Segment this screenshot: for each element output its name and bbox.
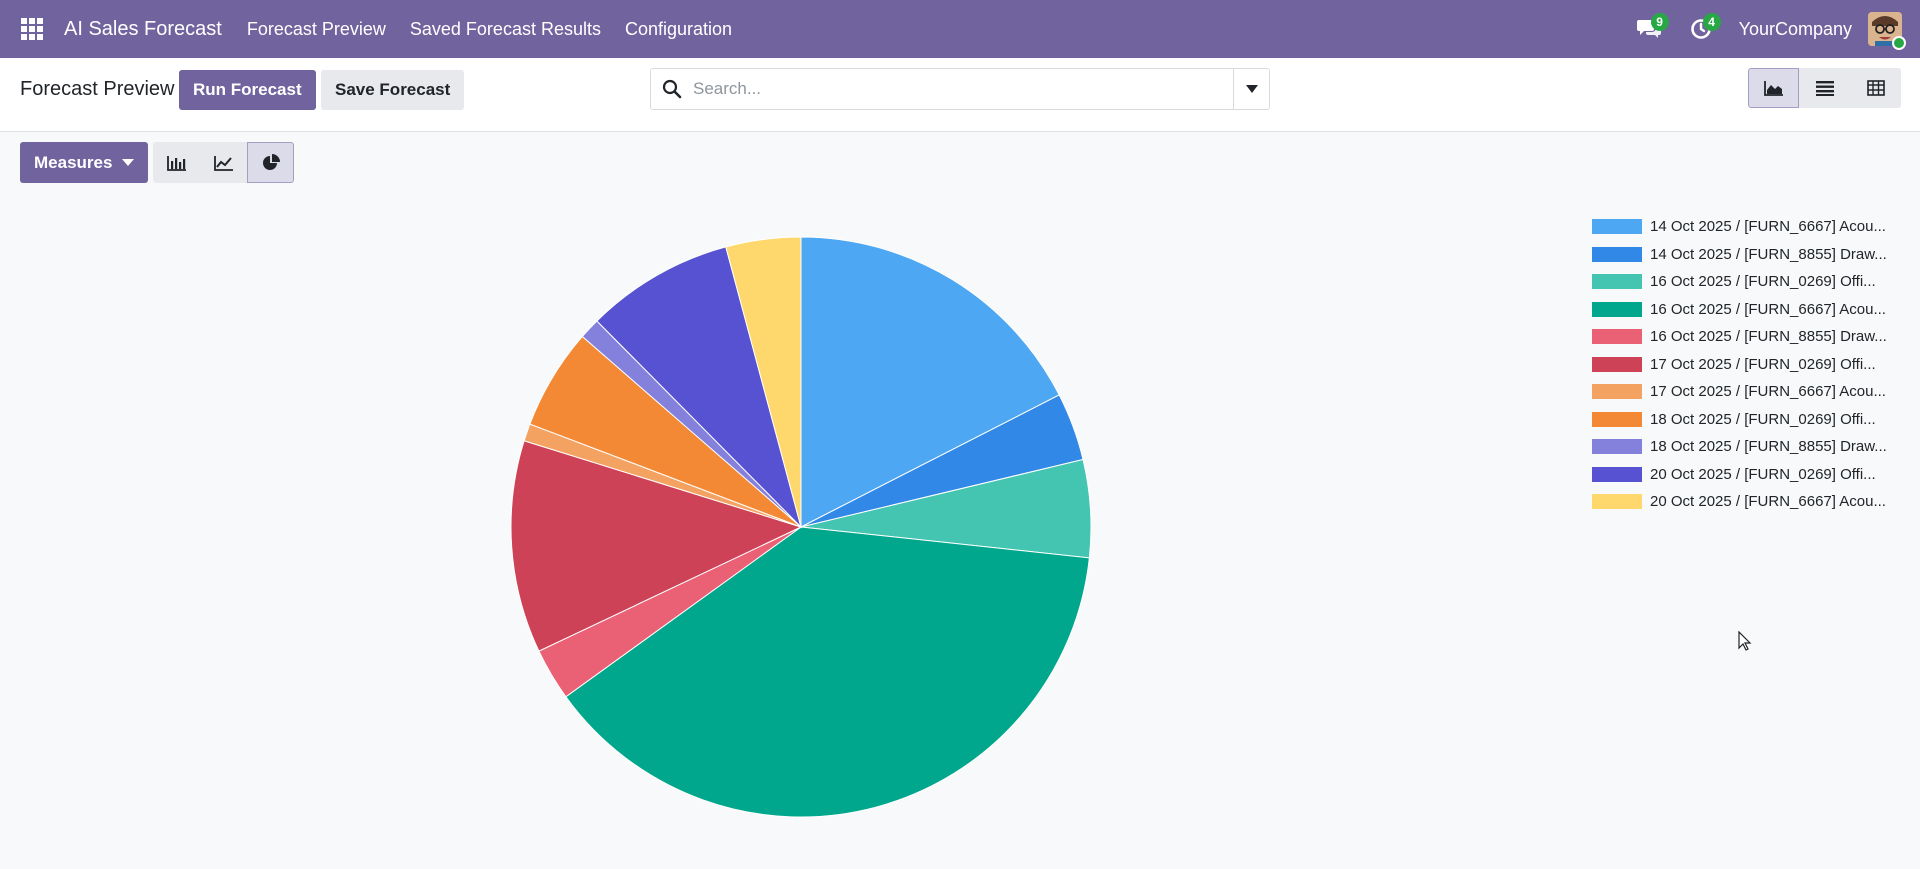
legend-item[interactable]: 17 Oct 2025 / [FURN_6667] Acou...	[1592, 378, 1887, 406]
legend-label: 17 Oct 2025 / [FURN_0269] Offi...	[1650, 355, 1876, 373]
legend-swatch	[1592, 494, 1642, 510]
legend-label: 14 Oct 2025 / [FURN_8855] Draw...	[1650, 245, 1887, 263]
messages-count-badge: 9	[1650, 13, 1669, 31]
save-forecast-button[interactable]: Save Forecast	[321, 70, 465, 110]
run-forecast-button[interactable]: Run Forecast	[179, 70, 316, 110]
area-chart-icon	[1763, 81, 1783, 96]
legend-label: 18 Oct 2025 / [FURN_8855] Draw...	[1650, 438, 1887, 456]
legend-label: 16 Oct 2025 / [FURN_8855] Draw...	[1650, 328, 1887, 346]
pie-slice[interactable]	[596, 246, 802, 529]
chart-legend: 14 Oct 2025 / [FURN_6667] Acou... 14 Oct …	[1592, 213, 1887, 516]
table-icon	[1866, 80, 1885, 96]
caret-down-icon	[122, 159, 135, 166]
graph-view-button[interactable]	[1748, 68, 1799, 108]
line-chart-icon	[214, 155, 233, 171]
activities-button[interactable]: 4	[1681, 0, 1721, 58]
bar-chart-icon	[167, 155, 186, 171]
graph-toolbar: Measures	[20, 142, 295, 183]
control-panel: Forecast Preview Run Forecast Save Forec…	[0, 58, 1920, 132]
legend-label: 17 Oct 2025 / [FURN_6667] Acou...	[1650, 383, 1886, 401]
legend-swatch	[1592, 329, 1642, 345]
pie-slice[interactable]	[725, 236, 802, 528]
legend-item[interactable]: 14 Oct 2025 / [FURN_6667] Acou...	[1592, 213, 1887, 241]
pie-chart-icon	[262, 153, 280, 170]
legend-label: 20 Oct 2025 / [FURN_6667] Acou...	[1650, 493, 1886, 511]
legend-swatch	[1592, 439, 1642, 455]
legend-item[interactable]: 16 Oct 2025 / [FURN_8855] Draw...	[1592, 323, 1887, 351]
legend-item[interactable]: 20 Oct 2025 / [FURN_6667] Acou...	[1592, 488, 1887, 516]
legend-item[interactable]: 14 Oct 2025 / [FURN_8855] Draw...	[1592, 241, 1887, 269]
legend-swatch	[1592, 219, 1642, 235]
mouse-cursor-icon	[1738, 631, 1752, 651]
legend-label: 16 Oct 2025 / [FURN_6667] Acou...	[1650, 300, 1886, 318]
apps-grid-icon	[21, 18, 43, 40]
view-switcher	[1748, 68, 1901, 108]
legend-label: 14 Oct 2025 / [FURN_6667] Acou...	[1650, 218, 1886, 236]
apps-menu-button[interactable]	[0, 0, 64, 58]
list-icon	[1815, 81, 1834, 96]
legend-item[interactable]: 18 Oct 2025 / [FURN_8855] Draw...	[1592, 433, 1887, 461]
activities-count-badge: 4	[1702, 13, 1721, 31]
legend-item[interactable]: 17 Oct 2025 / [FURN_0269] Offi...	[1592, 351, 1887, 379]
legend-swatch	[1592, 384, 1642, 400]
legend-swatch	[1592, 466, 1642, 482]
messages-button[interactable]: 9	[1629, 0, 1669, 58]
search-input[interactable]	[693, 70, 1233, 108]
line-chart-mode-button[interactable]	[200, 142, 248, 183]
app-name[interactable]: AI Sales Forecast	[64, 17, 222, 40]
list-view-button[interactable]	[1799, 68, 1850, 108]
menu-saved-forecast-results[interactable]: Saved Forecast Results	[409, 18, 601, 39]
measures-dropdown-button[interactable]: Measures	[20, 142, 149, 183]
measures-label: Measures	[34, 152, 113, 172]
legend-item[interactable]: 18 Oct 2025 / [FURN_0269] Offi...	[1592, 406, 1887, 434]
search-options-toggle[interactable]	[1233, 69, 1269, 109]
menu-forecast-preview[interactable]: Forecast Preview	[246, 18, 386, 39]
legend-swatch	[1592, 411, 1642, 427]
pie-slice[interactable]	[565, 526, 1090, 818]
legend-label: 20 Oct 2025 / [FURN_0269] Offi...	[1650, 465, 1876, 483]
company-switcher[interactable]: YourCompany	[1738, 18, 1852, 39]
online-status-icon	[1892, 36, 1906, 50]
user-avatar[interactable]	[1868, 12, 1906, 50]
legend-item[interactable]: 16 Oct 2025 / [FURN_6667] Acou...	[1592, 296, 1887, 324]
legend-label: 16 Oct 2025 / [FURN_0269] Offi...	[1650, 273, 1876, 291]
top-navbar: AI Sales Forecast Forecast Preview Saved…	[0, 0, 1920, 58]
pie-chart	[510, 236, 1092, 818]
menu-configuration[interactable]: Configuration	[624, 18, 733, 39]
legend-item[interactable]: 16 Oct 2025 / [FURN_0269] Offi...	[1592, 268, 1887, 296]
pie-chart-mode-button[interactable]	[247, 142, 295, 183]
legend-swatch	[1592, 301, 1642, 317]
legend-label: 18 Oct 2025 / [FURN_0269] Offi...	[1650, 410, 1876, 428]
search-bar	[650, 68, 1270, 110]
legend-item[interactable]: 20 Oct 2025 / [FURN_0269] Offi...	[1592, 461, 1887, 489]
breadcrumb: Forecast Preview	[20, 78, 175, 100]
legend-swatch	[1592, 356, 1642, 372]
pie-slice[interactable]	[510, 440, 803, 652]
legend-swatch	[1592, 246, 1642, 262]
pie-slice[interactable]	[800, 236, 1060, 528]
search-icon	[651, 69, 693, 109]
caret-down-icon	[1245, 85, 1258, 93]
bar-chart-mode-button[interactable]	[153, 142, 201, 183]
pivot-view-button[interactable]	[1850, 68, 1901, 108]
legend-swatch	[1592, 274, 1642, 290]
